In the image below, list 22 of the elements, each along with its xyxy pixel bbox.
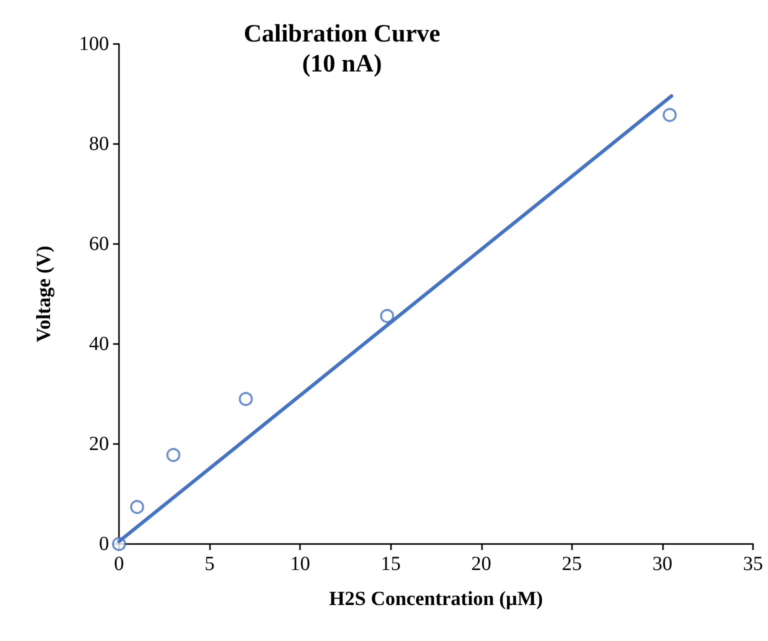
point bbox=[238, 392, 253, 406]
y-tick-label: 60 bbox=[89, 233, 109, 255]
y-tick-label: 0 bbox=[99, 533, 109, 555]
chart-title: Calibration Curve (10 nA) bbox=[244, 20, 440, 78]
x-tick-label: 20 bbox=[471, 553, 492, 575]
x-tick-label: 0 bbox=[114, 553, 124, 575]
y-tick-label: 100 bbox=[79, 33, 109, 55]
x-tick-label: 30 bbox=[652, 553, 672, 575]
x-tick-label: 5 bbox=[204, 553, 215, 575]
y-tick-label: 80 bbox=[89, 133, 109, 155]
point bbox=[130, 500, 144, 514]
y-tick-label: 20 bbox=[89, 433, 109, 455]
x-tick-label: 10 bbox=[290, 553, 310, 575]
x-axis-title: H2S Concentration (µM) bbox=[329, 588, 543, 610]
x-tick-label: 25 bbox=[562, 553, 582, 575]
point bbox=[662, 108, 677, 122]
point bbox=[380, 309, 394, 323]
x-tick-label: 35 bbox=[743, 553, 763, 575]
y-axis-title: Voltage (V) bbox=[33, 246, 55, 342]
point bbox=[166, 448, 180, 462]
y-tick-label: 40 bbox=[89, 333, 109, 355]
x-tick-label: 15 bbox=[380, 553, 401, 575]
